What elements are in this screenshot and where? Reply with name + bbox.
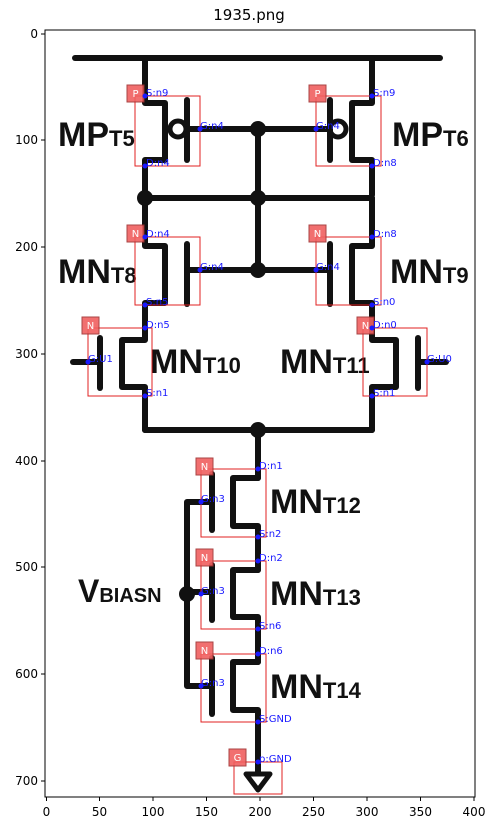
y-tick-label: 600 [15,667,38,681]
ann-t8-s: S:n5 [146,297,168,308]
y-tick-label: 300 [15,347,38,361]
ann-t5-d: D:n4 [146,158,170,169]
ann-t12-s: S:n2 [259,529,281,540]
y-tick-label: 500 [15,560,38,574]
ann-t10-g: G:U1 [88,354,113,365]
y-tick-label: 0 [30,27,38,41]
y-tick-label: 100 [15,133,38,147]
ann-t14-g: G:n3 [201,678,225,689]
figure-title: 1935.png [213,6,285,24]
tag-t10: N [87,321,94,332]
y-tick-label: 200 [15,240,38,254]
x-tick-label: 200 [249,805,272,819]
tag-gnd: G [234,753,242,764]
label-mpt6: MPT6 [392,116,469,154]
terminal-annotations: S:n9 G:n4 D:n4 S:n9 G:n4 D:n8 D:n4 G:n4 … [85,88,452,765]
tag-t11: N [362,321,369,332]
tag-t9: N [314,229,321,240]
ann-t13-g: G:n3 [201,586,225,597]
ann-t5-g: G:n4 [200,121,224,132]
tag-t14: N [201,646,208,657]
tag-t6: P [314,89,320,100]
x-tick-label: 300 [356,805,379,819]
label-mnt13: MNT13 [270,575,361,613]
ann-t5-s: S:n9 [146,88,168,99]
device-tags: P P N N N N N N N G [81,84,375,767]
ann-t11-d: D:n0 [373,320,397,331]
ann-t8-d: D:n4 [146,229,170,240]
label-mpt5: MPT5 [58,116,135,154]
ann-t6-s: S:n9 [373,88,395,99]
x-tick-label: 400 [463,805,486,819]
ann-t12-g: G:n3 [201,494,225,505]
ann-t11-g: G:U0 [427,354,452,365]
ann-t6-d: D:n8 [373,158,397,169]
x-tick-label: 50 [92,805,107,819]
label-mnt8: MNT8 [58,253,137,291]
ann-t9-d: D:n8 [373,229,397,240]
y-axis: 0 100 200 300 400 500 600 700 [15,27,45,788]
tag-t8: N [132,229,139,240]
x-tick-label: 100 [142,805,165,819]
ann-t9-g: G:n4 [316,262,340,273]
label-mnt14: MNT14 [270,668,362,706]
ann-t13-d: D:n2 [259,553,283,564]
junction-dots [137,121,266,602]
ann-t11-s: S:n1 [373,388,395,399]
label-vbiasn: VBIASN [78,573,162,609]
y-tick-label: 400 [15,454,38,468]
ann-t8-g: G:n4 [200,262,224,273]
ann-t10-d: D:n5 [146,320,170,331]
tag-t5: P [132,89,138,100]
y-tick-label: 700 [15,774,38,788]
ann-t10-s: S:n1 [146,388,168,399]
ann-t12-d: D:n1 [259,461,283,472]
x-tick-label: 350 [409,805,432,819]
tag-t12: N [201,462,208,473]
label-mnt9: MNT9 [390,253,469,291]
ann-t14-s: S:GND [259,714,292,725]
ann-t6-g: G:n4 [316,121,340,132]
ann-t13-s: S:n6 [259,621,281,632]
x-axis: 0 50 100 150 200 250 300 350 400 [43,797,486,819]
label-mnt10: MNT10 [150,343,241,381]
x-tick-label: 250 [302,805,325,819]
x-tick-label: 0 [43,805,51,819]
ann-t9-s: S:n0 [373,297,395,308]
label-mnt12: MNT12 [270,483,361,521]
x-tick-label: 150 [195,805,218,819]
ann-gnd: p:GND [259,754,292,765]
label-mnt11: MNT11 [280,343,370,381]
ann-t14-d: D:n6 [259,646,283,657]
tag-t13: N [201,553,208,564]
